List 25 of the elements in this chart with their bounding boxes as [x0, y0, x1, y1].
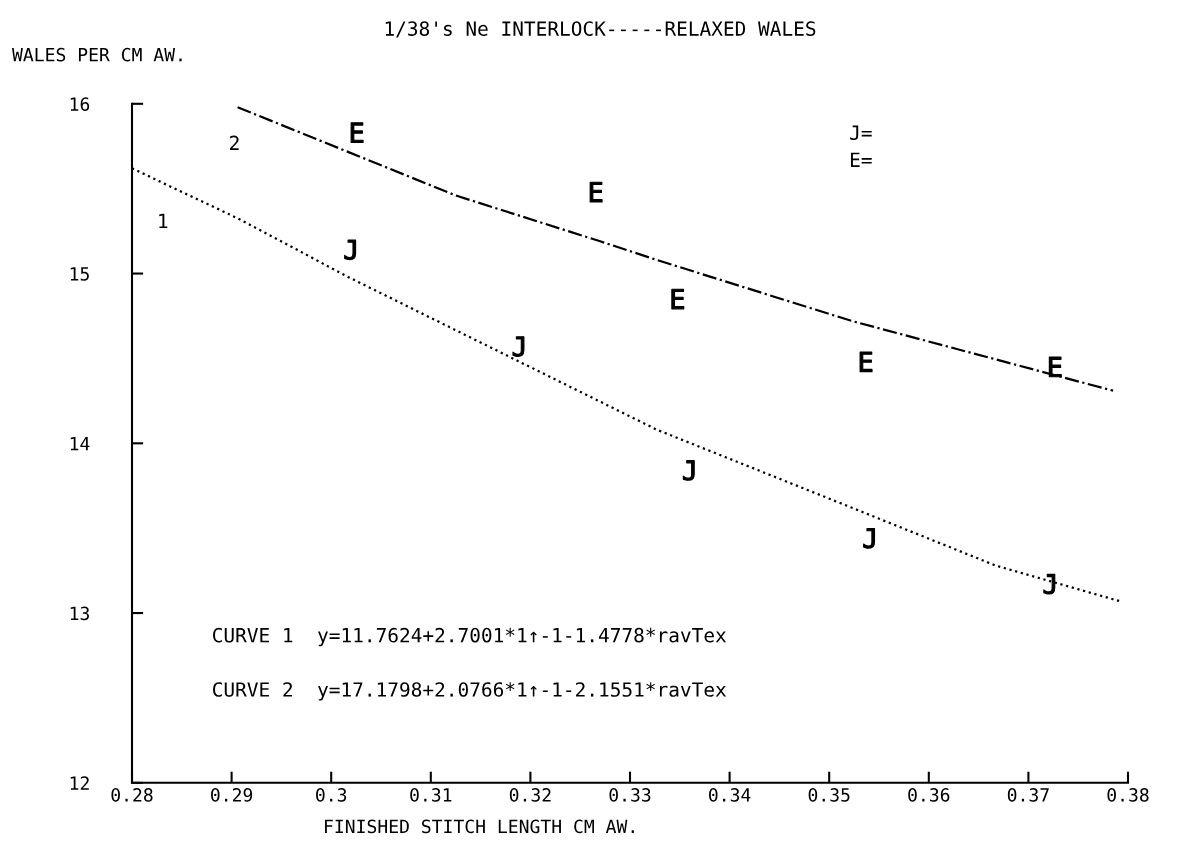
annotation: E=: [850, 152, 872, 167]
x-tick-label: 0.31: [410, 788, 452, 802]
x-axis-title: FINISHED STITCH LENGTH CM AW.: [325, 819, 634, 834]
annotation: 1: [159, 213, 168, 229]
x-tick-label: 0.29: [211, 788, 253, 802]
y-tick-label: 15: [70, 267, 89, 281]
x-tick-label: 0.38: [1107, 788, 1149, 802]
x-tick-label: 0.37: [1007, 788, 1049, 802]
x-tick-label: 0.3: [316, 788, 347, 802]
x-tick-label: 0.36: [908, 788, 950, 802]
y-axis-title: WALES PER CM AW.: [12, 47, 182, 62]
x-tick-label: 0.35: [808, 788, 850, 802]
x-tick-label: 0.33: [609, 788, 651, 802]
y-tick-label: 16: [70, 97, 90, 111]
annotation: CURVE 2 y=17.1798+2.0766*1↑-1-2.1551*ravTex: [213, 682, 727, 701]
y-tick-label: 13: [70, 606, 89, 621]
annotation: CURVE 1 y=11.7624+2.7001*1↑-1-1.4778*ravTex: [213, 627, 727, 647]
chart-title: 1/38's Ne INTERLOCK-----RELAXED WALES: [385, 21, 816, 38]
annotation: 2: [230, 135, 239, 150]
y-tick-label: 12: [70, 776, 89, 790]
x-tick-label: 0.32: [509, 788, 551, 802]
annotation: J=: [850, 125, 872, 141]
x-tick-label: 0.28: [111, 788, 153, 802]
x-tick-label: 0.34: [709, 788, 751, 802]
y-tick-label: 14: [70, 437, 90, 451]
